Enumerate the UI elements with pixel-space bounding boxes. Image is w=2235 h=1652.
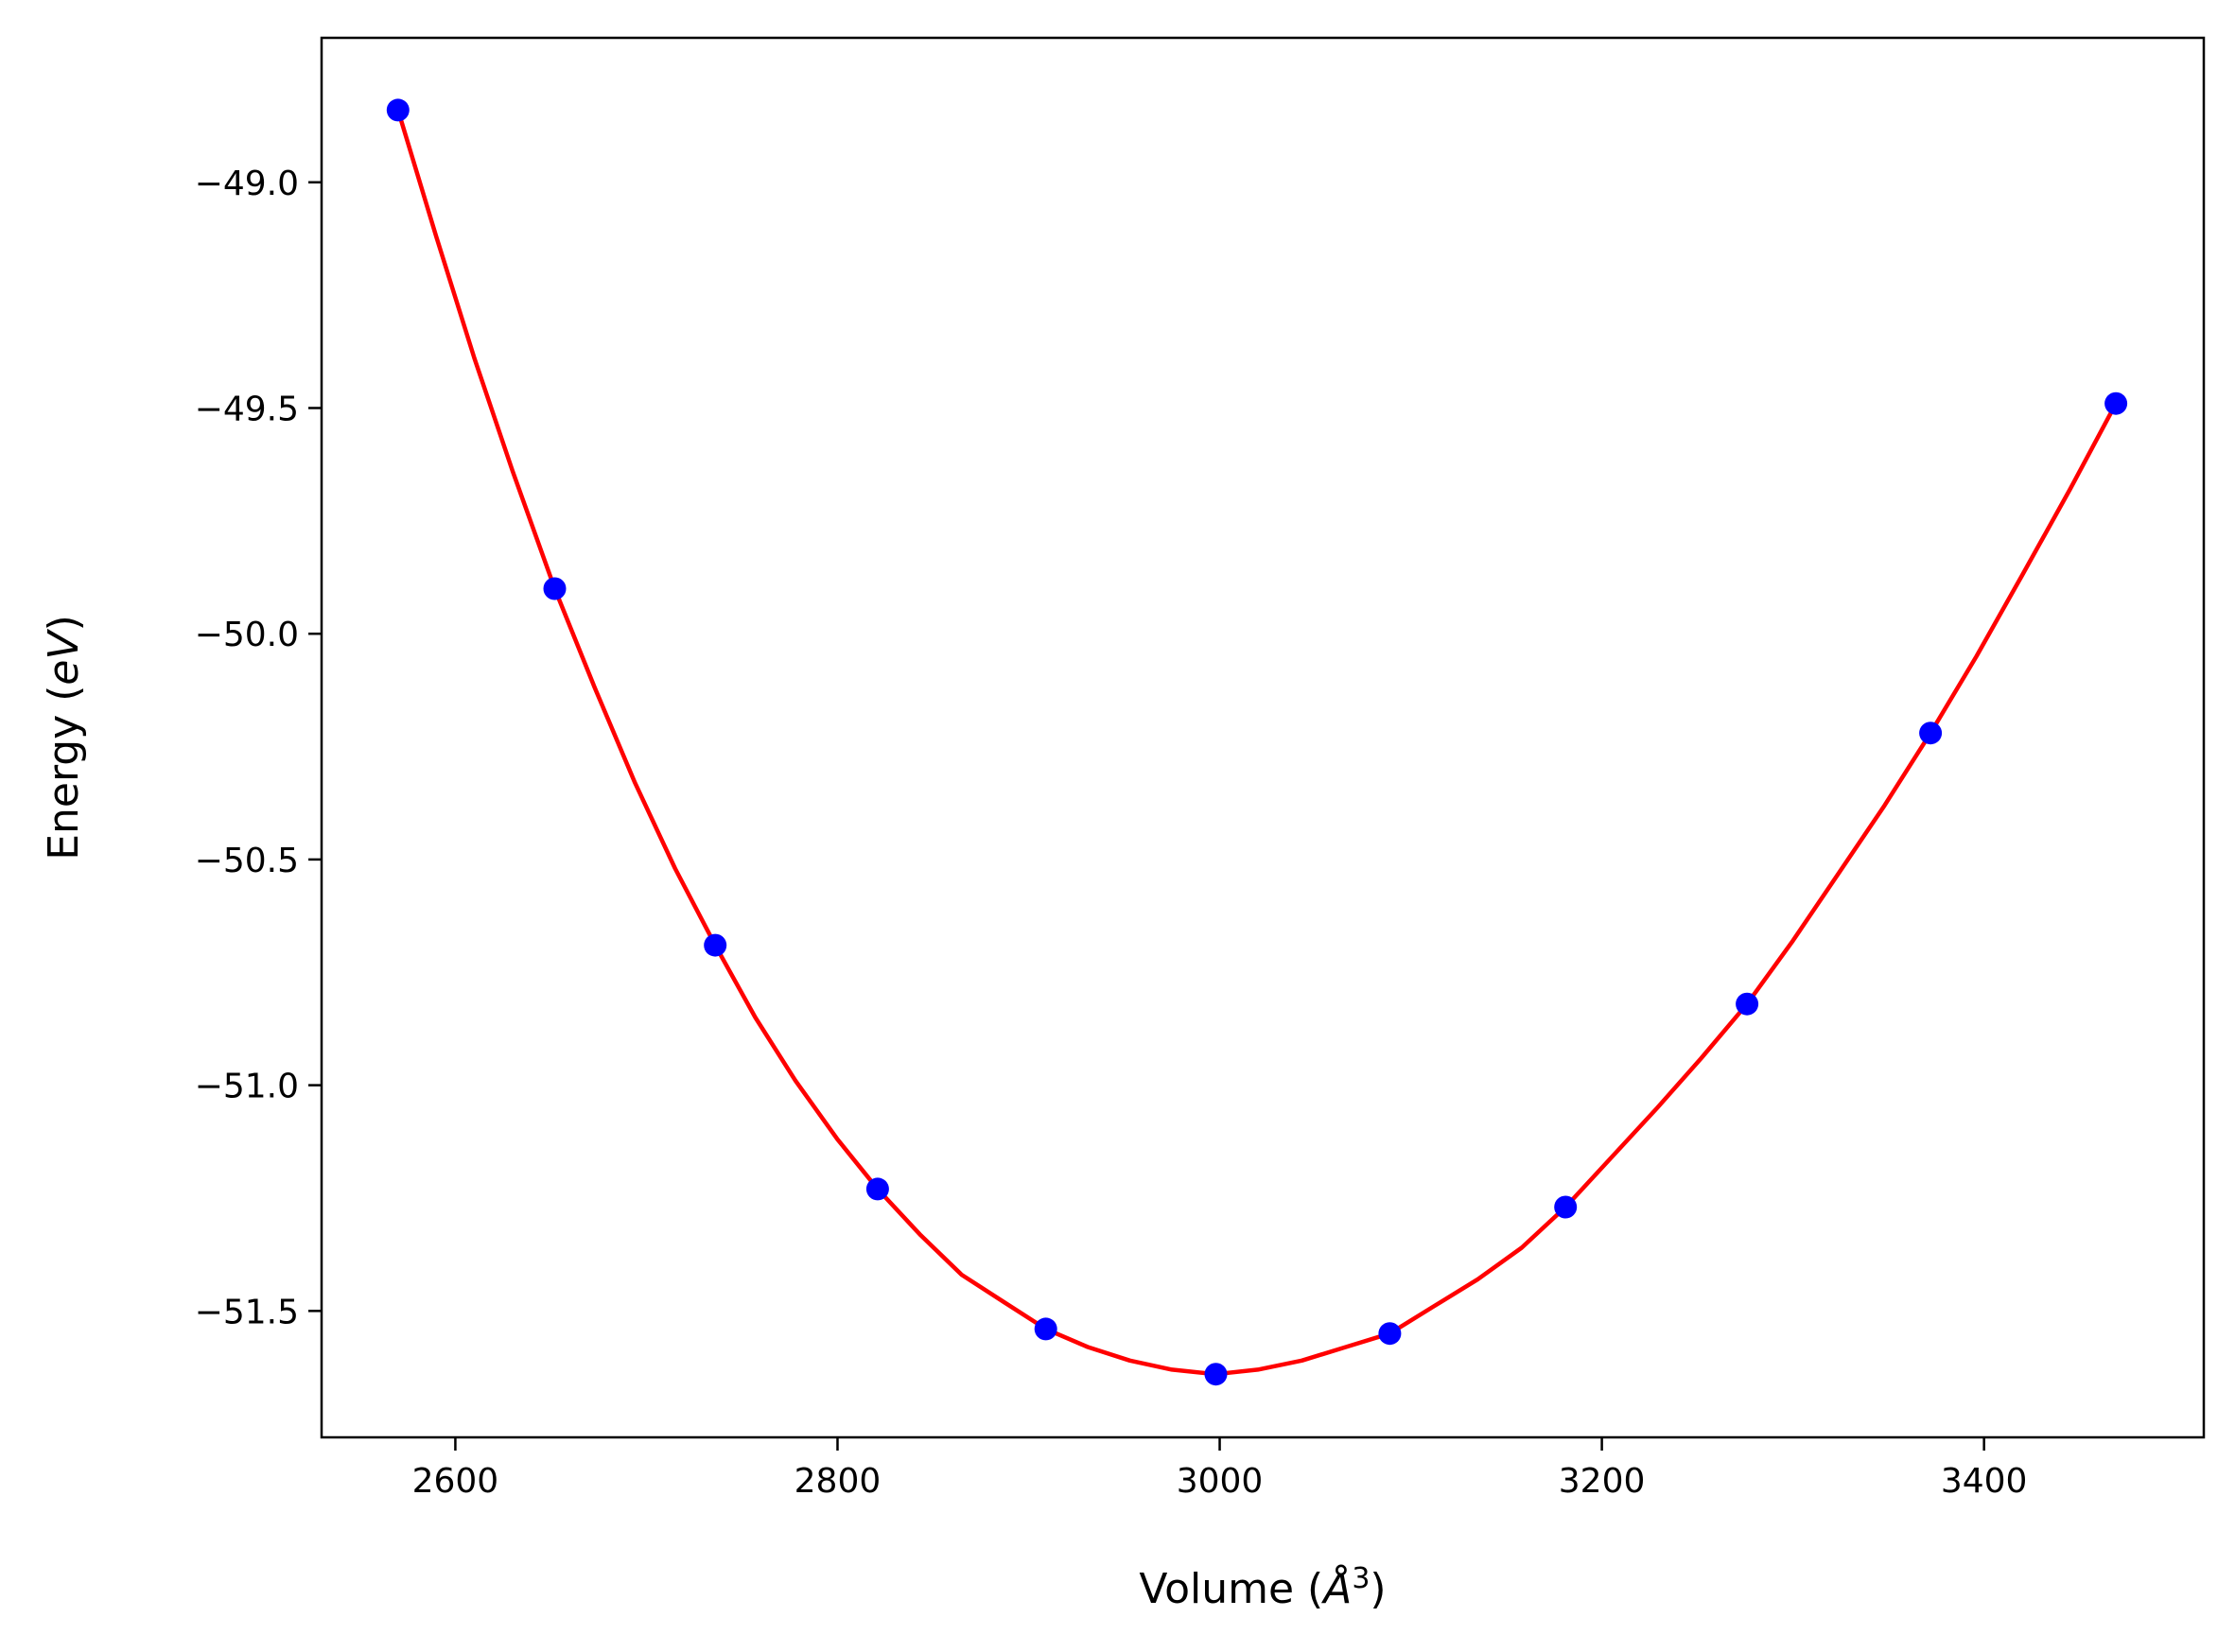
plot-layer — [386, 98, 2128, 1386]
data-point-2 — [543, 577, 567, 600]
x-axis-label-suffix: ) — [1370, 1565, 1386, 1613]
x-axis-label-prefix: Volume ( — [1139, 1565, 1323, 1613]
y-tick-label: −50.0 — [195, 616, 299, 654]
data-point-4 — [865, 1177, 889, 1201]
data-point-9 — [1736, 992, 1759, 1016]
plot-frame — [320, 36, 2206, 1439]
x-axis-label-superscript: 3 — [1352, 1562, 1370, 1595]
data-point-1 — [386, 98, 410, 122]
x-tick-label: 3400 — [1941, 1462, 2028, 1501]
y-tick-label: −49.0 — [195, 165, 299, 203]
x-tick-label: 2600 — [412, 1462, 499, 1501]
y-tick-label: −51.5 — [195, 1293, 299, 1331]
y-axis-label-prefix: Energy ( — [40, 686, 88, 861]
data-point-10 — [1919, 722, 1943, 745]
data-point-6 — [1204, 1363, 1228, 1386]
data-point-8 — [1554, 1195, 1578, 1219]
data-point-7 — [1378, 1322, 1402, 1346]
x-tick-label: 3200 — [1559, 1462, 1646, 1501]
x-tick-label: 3000 — [1177, 1462, 1264, 1501]
data-point-5 — [1034, 1317, 1057, 1341]
x-axis-ticks: 2600 2800 3000 3200 3400 — [412, 1437, 2028, 1501]
y-axis-label-symbol: eV — [40, 629, 88, 686]
x-tick-label: 2800 — [794, 1462, 882, 1501]
x-axis-label-symbol: Å — [1320, 1563, 1352, 1613]
y-axis-label: Energy (eV) — [40, 615, 88, 861]
y-tick-label: −50.5 — [195, 842, 299, 880]
y-axis-label-suffix: ) — [40, 615, 88, 631]
data-point-3 — [704, 933, 727, 957]
data-point-11 — [2104, 391, 2128, 415]
y-tick-label: −49.5 — [195, 390, 299, 428]
y-axis-ticks: −49.0 −49.5 −50.0 −50.5 −51.0 −51.5 — [195, 165, 322, 1331]
x-axis-label: Volume (Å3) — [1139, 1562, 1386, 1613]
y-tick-label: −51.0 — [195, 1068, 299, 1106]
